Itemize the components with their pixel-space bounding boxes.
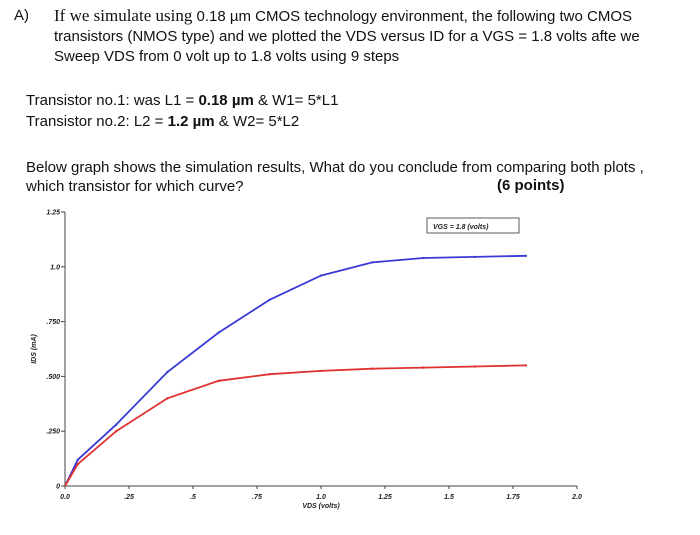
x-tick-label: 1.75 <box>506 494 520 501</box>
transistor-1-suffix: & W1= 5*L1 <box>253 92 339 109</box>
series-2-point <box>473 365 476 368</box>
question-line-3: Sweep VDS from 0 volt up to 1.8 volts us… <box>54 48 400 65</box>
series-1-point <box>422 256 425 260</box>
series-2-point <box>268 373 271 376</box>
x-ticks: 0.0 .25 .5 .75 1.0 1.25 1.5 1.75 2.0 <box>60 486 582 501</box>
transistor-2-length: 1.2 µm <box>167 113 215 130</box>
x-axis-label: VDS (volts) <box>302 503 340 510</box>
series-1-point <box>115 423 118 426</box>
series-2-point <box>115 430 118 433</box>
y-tick-label: .250 <box>46 429 60 436</box>
y-tick-label: .750 <box>46 319 60 326</box>
prompt-text: Below graph shows the simulation results… <box>26 158 644 196</box>
series-1-point <box>473 255 476 259</box>
x-tick-label: .75 <box>252 494 262 501</box>
series-1-point <box>319 274 323 277</box>
series-1-point <box>76 458 80 461</box>
y-tick-label: 1.0 <box>50 264 60 271</box>
transistor-1-prefix: Transistor no.1: was L1 = <box>26 92 199 109</box>
transistor-1-length: 0.18 µm <box>198 92 254 109</box>
transistor-2-suffix: & W2= 5*L2 <box>214 113 300 130</box>
question-body: If we simulate using 0.18 µm CMOS techno… <box>54 6 694 67</box>
series-1-point <box>166 370 169 374</box>
x-tick-label: 1.5 <box>444 494 454 501</box>
series-2-point <box>319 369 323 373</box>
series-lines <box>64 254 527 487</box>
x-tick-label: 1.0 <box>316 494 326 501</box>
series-2-point <box>422 366 425 369</box>
series-2-point <box>524 364 527 367</box>
x-tick-label: 0.0 <box>60 494 70 501</box>
y-tick-label: 1.25 <box>46 210 60 217</box>
y-axis-label: IDS (mA) <box>31 334 38 364</box>
question-line-2: transistors (NMOS type) and we plotted t… <box>54 28 640 45</box>
y-tick-label: 0 <box>56 484 60 491</box>
question-line-1-serif: If we simulate using <box>54 6 193 25</box>
x-tick-label: .5 <box>190 494 196 501</box>
series-2-point <box>371 367 374 370</box>
series-2-point <box>76 462 80 466</box>
question-line-1-rest: 0.18 µm CMOS technology environment, the… <box>196 8 633 25</box>
x-tick-label: .25 <box>124 494 134 501</box>
series-2-point <box>166 397 169 400</box>
series-1-point <box>268 298 271 301</box>
question-letter: A) <box>14 7 29 24</box>
x-tick-label: 1.25 <box>378 494 392 501</box>
y-tick-label: .500 <box>46 374 60 381</box>
transistor-2-prefix: Transistor no.2: L2 = <box>26 113 168 130</box>
legend-box <box>426 217 520 234</box>
prompt-line-1: Below graph shows the simulation results… <box>26 159 644 176</box>
series-2-line <box>64 364 526 487</box>
legend-text: VGS = 1.8 (volts) <box>433 224 489 231</box>
points-label: (6 points) <box>497 177 565 194</box>
series-1-line <box>64 254 526 487</box>
series-1-point <box>217 331 220 334</box>
y-ticks: 0 .250 .500 .750 1.0 1.25 <box>46 210 65 491</box>
series-1-point <box>524 254 527 258</box>
transistor-2-spec: Transistor no.2: L2 = 1.2 µm & W2= 5*L2 <box>26 113 299 130</box>
x-tick-label: 2.0 <box>571 494 582 501</box>
question-line-1: If we simulate using 0.18 µm CMOS techno… <box>54 6 694 27</box>
chart-legend: VGS = 1.8 (volts) <box>426 217 520 234</box>
prompt-line-2: which transistor for which curve? <box>26 178 244 195</box>
series-1-point <box>371 261 374 264</box>
chart-axes <box>64 212 577 487</box>
series-2-point <box>217 379 220 382</box>
transistor-1-spec: Transistor no.1: was L1 = 0.18 µm & W1= … <box>26 92 338 109</box>
